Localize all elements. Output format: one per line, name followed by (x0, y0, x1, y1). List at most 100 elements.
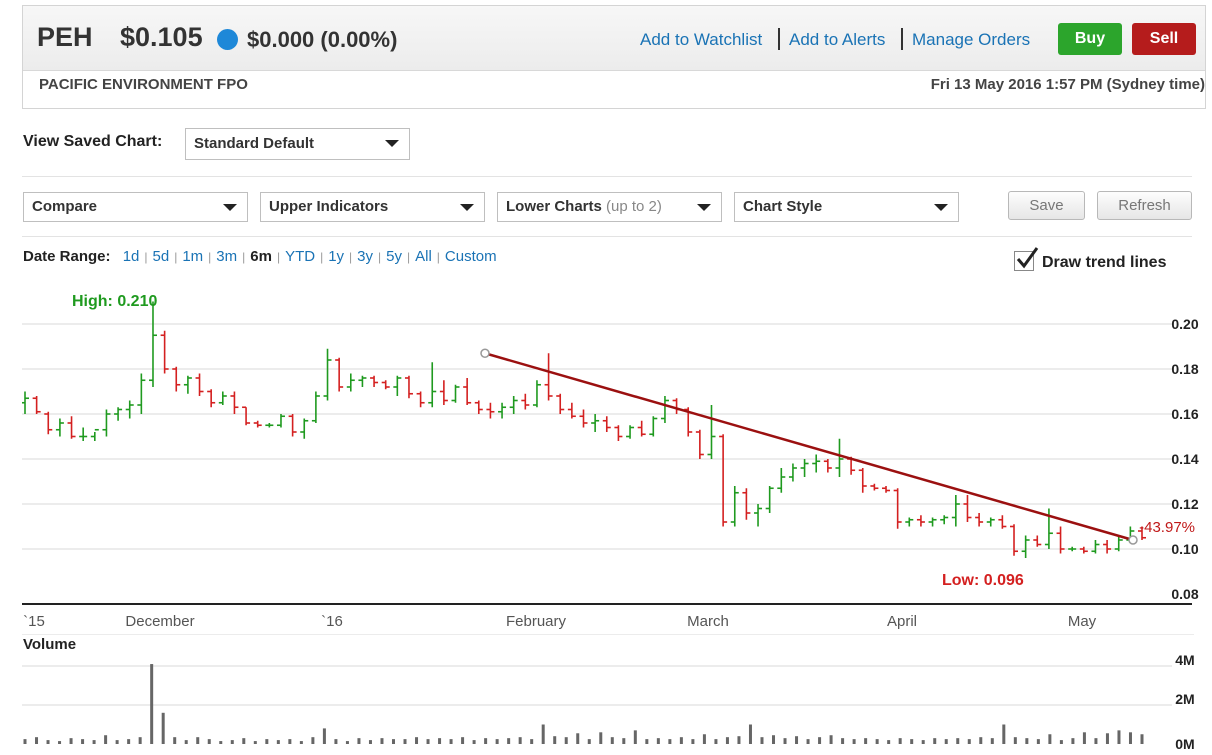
chart-style-dropdown[interactable]: Chart Style (734, 192, 959, 222)
lower-charts-label: Lower Charts (506, 198, 602, 215)
volume-bar (576, 733, 580, 744)
manage-orders-link[interactable]: Manage Orders (912, 30, 1031, 49)
saved-chart-select[interactable]: Standard Default (185, 128, 410, 160)
volume-bar (1059, 740, 1063, 744)
volume-bar (1082, 732, 1086, 744)
ohlc-bar (998, 515, 1007, 529)
volume-bar (714, 739, 718, 744)
ohlc-bar (1103, 540, 1112, 554)
ohlc-bar (358, 375, 367, 387)
ohlc-bar (1138, 526, 1146, 540)
price-chart[interactable]: 0.20 0.18 0.16 0.14 0.12 0.10 0.08 `15 December `… (22, 286, 1202, 636)
range-1m[interactable]: 1m (182, 248, 204, 265)
range-separator: | (406, 250, 411, 264)
ohlc-bar (800, 459, 809, 477)
compare-dropdown[interactable]: Compare (23, 192, 248, 222)
range-all[interactable]: All (415, 248, 432, 265)
volume-bar (403, 739, 407, 744)
ohlc-bar (509, 396, 518, 414)
ohlc-bar (253, 420, 262, 428)
ticker-symbol: PEH (37, 22, 93, 52)
volume-bar (829, 735, 833, 744)
divider (22, 236, 1192, 237)
range-1y[interactable]: 1y (328, 248, 345, 265)
market-status-icon (217, 29, 238, 50)
volume-bar (150, 664, 154, 744)
volume-bar (864, 738, 868, 744)
range-5y[interactable]: 5y (386, 248, 402, 265)
ohlc-bar (218, 391, 227, 405)
ohlc-bar (1114, 535, 1123, 552)
range-separator: | (320, 250, 324, 264)
upper-indicators-dropdown[interactable]: Upper Indicators (260, 192, 485, 222)
volume-bar (1117, 730, 1121, 744)
y-tick-label: 0.20 (1171, 316, 1198, 332)
ohlc-bar (940, 515, 949, 525)
volume-bar (725, 737, 729, 744)
volume-bar (46, 740, 50, 744)
range-5d[interactable]: 5d (152, 248, 170, 265)
quote-panel: PEH $0.105 $0.000 (0.00%) Add to Watchli… (22, 5, 1206, 109)
volume-bar (841, 738, 845, 744)
volume-bar (956, 738, 960, 744)
volume-bar (276, 740, 280, 744)
range-3y[interactable]: 3y (357, 248, 374, 265)
ohlc-bar (707, 405, 716, 459)
volume-bar (852, 739, 856, 744)
lower-charts-dropdown[interactable]: Lower Charts (up to 2) (497, 192, 722, 222)
last-price: $0.105 (120, 22, 203, 52)
ohlc-bar (265, 423, 274, 428)
refresh-button[interactable]: Refresh (1097, 191, 1192, 220)
volume-bar (219, 741, 223, 744)
ohlc-bar (637, 420, 646, 437)
volume-bar (645, 739, 649, 744)
volume-bar (461, 737, 465, 744)
range-6m[interactable]: 6m (250, 248, 272, 265)
sell-button[interactable]: Sell (1132, 23, 1196, 55)
ohlc-bar (1010, 524, 1019, 556)
volume-bar (311, 737, 315, 744)
draw-trend-lines-checkbox[interactable] (1014, 247, 1039, 271)
ohlc-bar (626, 425, 635, 439)
volume-bar (622, 738, 626, 744)
range-separator: | (349, 250, 353, 264)
volume-bar (748, 724, 752, 744)
volume-bar (426, 739, 430, 744)
buy-button[interactable]: Buy (1058, 23, 1122, 55)
y-tick-label: 0.08 (1171, 586, 1198, 602)
ohlc-bar (114, 407, 123, 421)
volume-bar (253, 741, 257, 744)
save-button[interactable]: Save (1008, 191, 1085, 220)
range-custom[interactable]: Custom (444, 248, 497, 265)
range-3m[interactable]: 3m (216, 248, 238, 265)
ohlc-bar (1068, 546, 1077, 552)
ohlc-bar (32, 396, 41, 414)
ohlc-bar (370, 375, 379, 387)
volume-bar (795, 736, 799, 744)
range-1d[interactable]: 1d (122, 248, 140, 265)
ohlc-bar (90, 428, 99, 441)
chevron-down-icon (460, 204, 474, 211)
volume-bar (679, 737, 683, 744)
chevron-down-icon (934, 204, 948, 211)
volume-bar (69, 738, 73, 744)
ohlc-bar (660, 396, 669, 423)
volume-bar (668, 739, 672, 744)
trend-line (484, 352, 1134, 542)
volume-bar (772, 735, 776, 744)
add-to-watchlist-link[interactable]: Add to Watchlist (640, 30, 763, 49)
x-tick-label: `15 (23, 613, 45, 630)
trend-end-handle (1128, 535, 1138, 545)
volume-bar (1094, 738, 1098, 744)
ohlc-bar (276, 414, 285, 428)
quote-timestamp: Fri 13 May 2016 1:57 PM (Sydney time) (930, 76, 1205, 93)
volume-bar (1013, 737, 1017, 744)
date-range-label: Date Range: (23, 248, 111, 265)
volume-bar (196, 737, 200, 744)
add-to-alerts-link[interactable]: Add to Alerts (789, 30, 886, 49)
range-separator: | (174, 250, 178, 264)
ohlc-bar (928, 517, 937, 527)
volume-bar (910, 739, 914, 744)
range-ytd[interactable]: YTD (285, 248, 316, 265)
ohlc-bar (614, 425, 623, 441)
